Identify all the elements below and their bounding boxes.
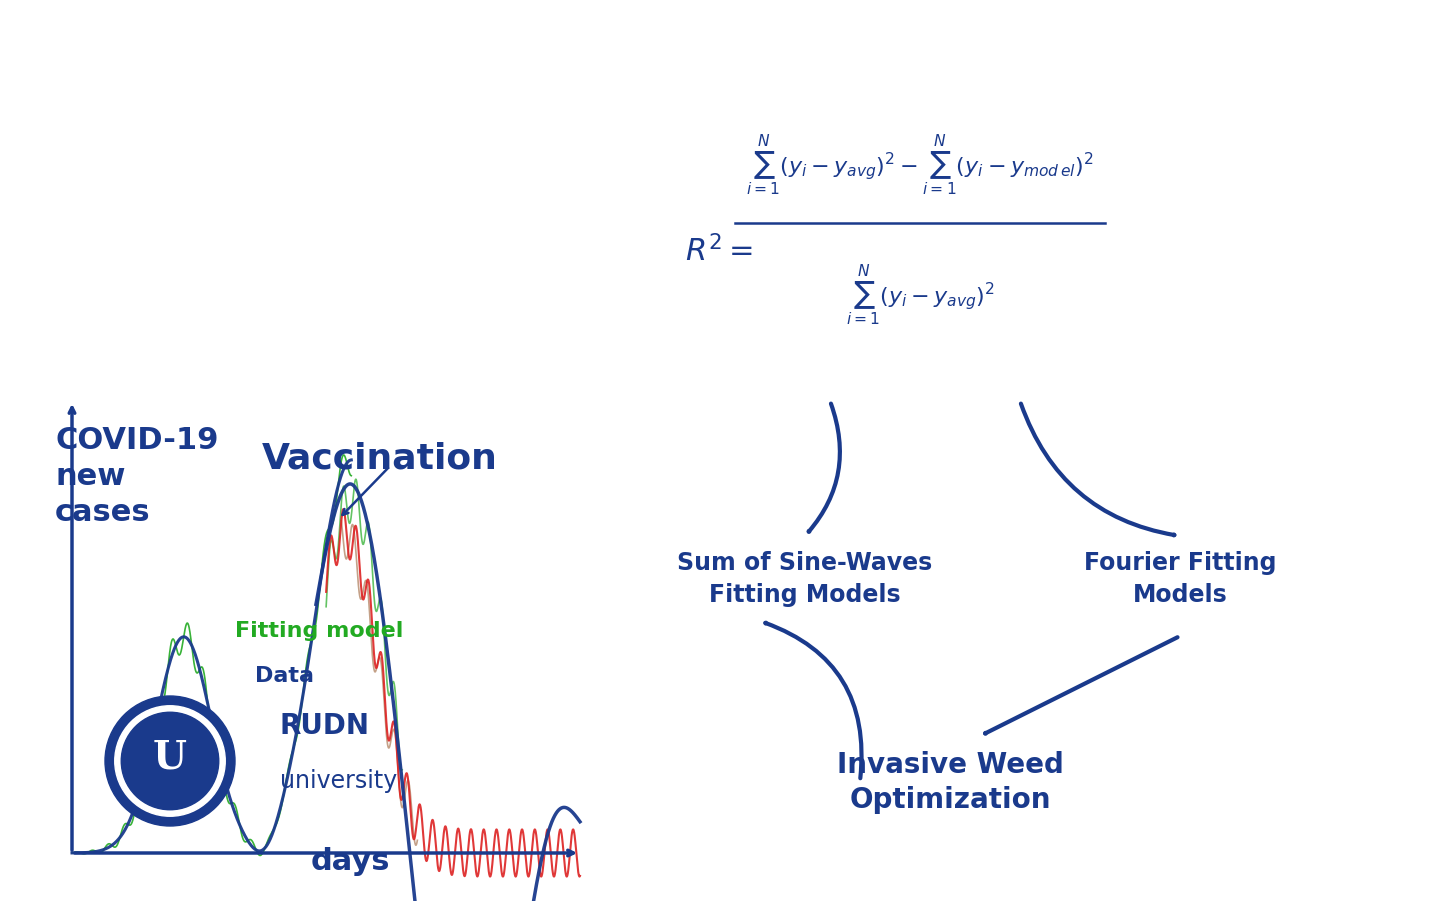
FancyArrowPatch shape [809,404,840,532]
Text: $\sum_{i=1}^{N}(y_i-y_{avg})^2$: $\sum_{i=1}^{N}(y_i-y_{avg})^2$ [845,264,995,328]
Text: Fourier Fitting
Models: Fourier Fitting Models [1084,551,1276,606]
Circle shape [121,713,219,810]
Text: Data: Data [255,666,314,686]
Text: days: days [310,847,390,876]
Text: RUDN: RUDN [279,712,370,740]
Text: $R^2=$: $R^2=$ [685,235,753,268]
Text: $\sum_{i=1}^{N}(y_i-y_{avg})^2 - \sum_{i=1}^{N}(y_i-y_{mod\,el})^2$: $\sum_{i=1}^{N}(y_i-y_{avg})^2 - \sum_{i… [746,134,1094,198]
Circle shape [115,705,225,816]
FancyArrowPatch shape [766,623,861,778]
Text: Sum of Sine-Waves
Fitting Models: Sum of Sine-Waves Fitting Models [677,551,933,606]
FancyArrowPatch shape [985,637,1178,733]
Text: COVID-19
new
cases: COVID-19 new cases [55,426,219,527]
Text: Invasive Weed
Optimization: Invasive Weed Optimization [837,751,1063,814]
Text: Vaccination: Vaccination [262,441,498,475]
Text: Fitting model: Fitting model [235,621,403,641]
Text: university: university [279,769,397,793]
FancyArrowPatch shape [1021,404,1175,535]
Text: U: U [153,739,187,777]
Circle shape [105,696,235,826]
